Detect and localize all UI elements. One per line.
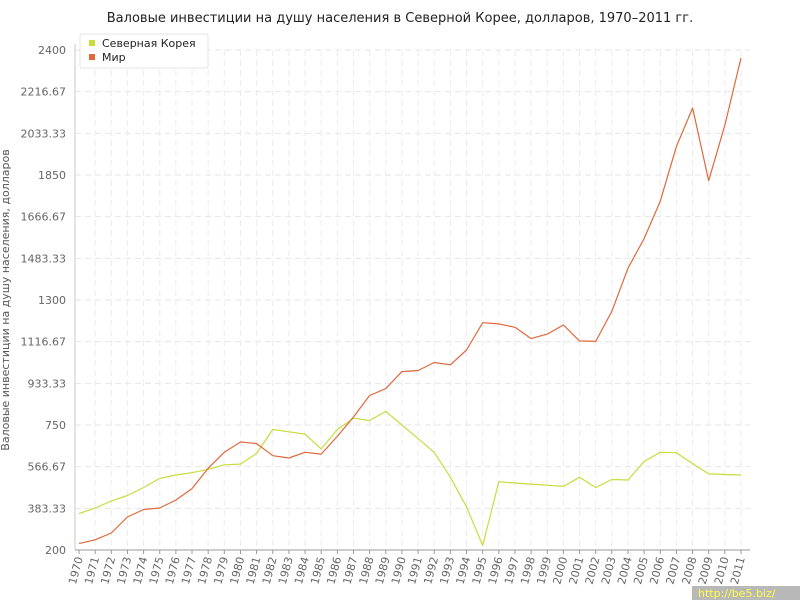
axes bbox=[74, 44, 750, 554]
y-tick-label: 2400 bbox=[38, 44, 66, 57]
y-tick-label: 200 bbox=[45, 544, 66, 557]
legend-label-north-korea[interactable]: Северная Корея bbox=[102, 37, 196, 50]
y-tick-label: 2033.33 bbox=[21, 127, 67, 140]
series-line-world[interactable] bbox=[78, 57, 742, 545]
chart-title: Валовые инвестиции на душу населения в С… bbox=[107, 11, 693, 26]
series-lines bbox=[78, 57, 742, 547]
watermark-bg bbox=[692, 586, 800, 600]
watermark-text: http://be5.biz/ bbox=[698, 587, 776, 600]
y-tick-label: 566.67 bbox=[28, 461, 67, 474]
y-tick-label: 1300 bbox=[38, 294, 66, 307]
series-line-north-korea[interactable] bbox=[78, 410, 742, 547]
legend-swatch-world bbox=[89, 54, 95, 60]
y-tick-label: 1116.67 bbox=[21, 336, 67, 349]
legend-label-world[interactable]: Мир bbox=[102, 51, 126, 64]
watermark: http://be5.biz/ bbox=[692, 586, 800, 600]
y-axis-title: Валовые инвестиции на душу населения, до… bbox=[0, 149, 12, 450]
legend-box bbox=[79, 33, 209, 69]
y-tick-labels: 200 383.33 566.67 750 933.33 1116.67 1300 1483.… bbox=[21, 44, 67, 557]
y-tick-label: 1850 bbox=[38, 169, 66, 182]
y-tick-label: 383.33 bbox=[28, 502, 67, 515]
y-tick-label: 1483.33 bbox=[21, 252, 67, 265]
grid bbox=[75, 49, 750, 550]
y-tick-label: 750 bbox=[45, 419, 66, 432]
legend-swatch-north-korea bbox=[89, 40, 95, 46]
x-tick-labels: 1970197119721973197419751976197719781979… bbox=[66, 555, 748, 585]
y-tick-label: 1666.67 bbox=[21, 211, 67, 224]
y-tick-label: 2216.67 bbox=[21, 86, 67, 99]
y-tick-label: 933.33 bbox=[28, 377, 67, 390]
legend[interactable]: Северная Корея Мир bbox=[79, 33, 209, 69]
